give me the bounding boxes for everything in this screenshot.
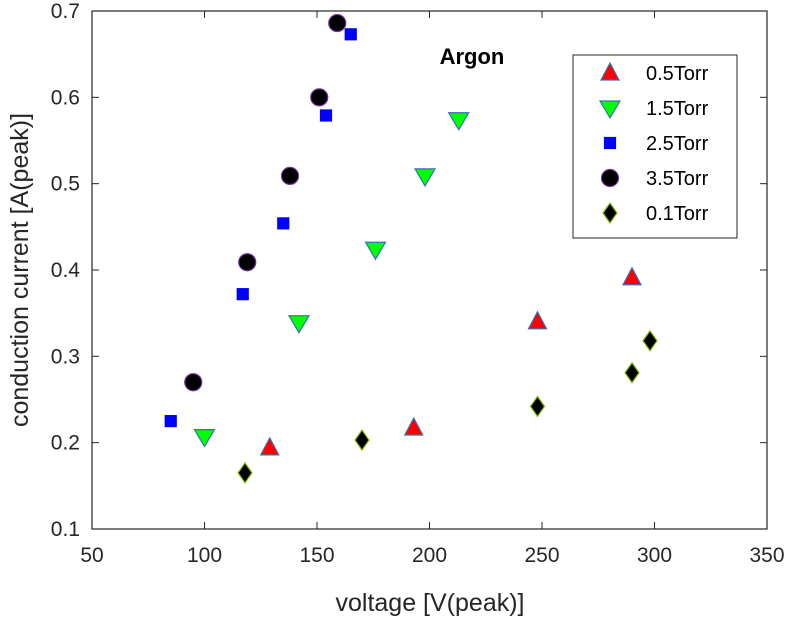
y-tick-label: 0.6	[51, 86, 80, 109]
x-tick-label: 200	[412, 544, 447, 567]
data-marks	[164, 13, 658, 484]
x-tick-label: 300	[637, 544, 672, 567]
legend-marker-3-5torr	[600, 168, 620, 188]
legend-box	[572, 54, 738, 239]
x-tick-label: 150	[299, 544, 334, 567]
data-point-2-5torr	[319, 109, 333, 122]
data-point-0-5torr	[403, 416, 424, 436]
y-ticks: 0.1 0.2 0.3 0.4 0.5 0.6 0.7	[51, 0, 767, 541]
legend-label-2-5torr: 2.5Torr	[646, 133, 709, 155]
data-point-3-5torr	[184, 373, 203, 392]
x-tick-label: 350	[749, 544, 784, 567]
data-point-2-5torr	[344, 28, 357, 41]
legend-marker-0-1torr	[602, 201, 618, 225]
y-tick-label: 0.2	[51, 432, 80, 455]
data-point-0-1torr	[354, 429, 370, 452]
data-point-0-5torr	[259, 436, 280, 456]
data-point-2-5torr	[236, 288, 249, 301]
data-point-0-1torr	[624, 361, 640, 384]
data-point-2-5torr	[164, 414, 177, 428]
y-axis-label: conduction current [A(peak)]	[6, 113, 34, 427]
data-point-1-5torr	[193, 429, 216, 448]
legend-marker-0-5torr	[600, 61, 620, 81]
data-point-3-5torr	[328, 13, 347, 33]
data-point-3-5torr	[238, 253, 257, 272]
x-tick-label: 250	[524, 544, 559, 567]
x-tick-label: 100	[187, 544, 222, 567]
data-point-1-5torr	[287, 315, 311, 334]
legend-marker-2-5torr	[603, 136, 617, 150]
data-point-2-5torr	[277, 217, 290, 230]
y-tick-label: 0.1	[51, 518, 80, 541]
y-tick-label: 0.7	[51, 0, 80, 23]
y-tick-label: 0.4	[51, 259, 81, 282]
annotation-argon: Argon	[440, 44, 505, 69]
legend-label-1-5torr: 1.5Torr	[646, 98, 709, 120]
x-ticks: 50 100 150 200 250 300 350	[80, 11, 785, 567]
data-point-3-5torr	[310, 88, 329, 107]
data-point-1-5torr	[413, 168, 437, 188]
data-point-0-5torr	[527, 310, 548, 330]
data-point-1-5torr	[447, 112, 470, 131]
data-point-1-5torr	[364, 241, 387, 261]
data-point-0-1torr	[529, 395, 546, 418]
x-tick-label: 50	[80, 544, 103, 567]
legend-label-3-5torr: 3.5Torr	[646, 168, 709, 190]
data-point-0-5torr	[622, 266, 642, 286]
legend-label-0-1torr: 0.1Torr	[646, 203, 709, 225]
data-point-0-1torr	[642, 329, 658, 352]
y-tick-label: 0.5	[51, 173, 80, 196]
legend-label-0-5torr: 0.5Torr	[646, 63, 709, 85]
x-axis-label: voltage [V(peak)]	[336, 589, 525, 617]
data-point-3-5torr	[280, 166, 300, 185]
legend-marker-1-5torr	[598, 100, 622, 120]
legend: 0.5Torr 1.5Torr 2.5Torr 3.5Torr 0.1Torr	[572, 54, 738, 239]
data-point-0-1torr	[237, 461, 253, 484]
y-tick-label: 0.3	[51, 345, 80, 368]
